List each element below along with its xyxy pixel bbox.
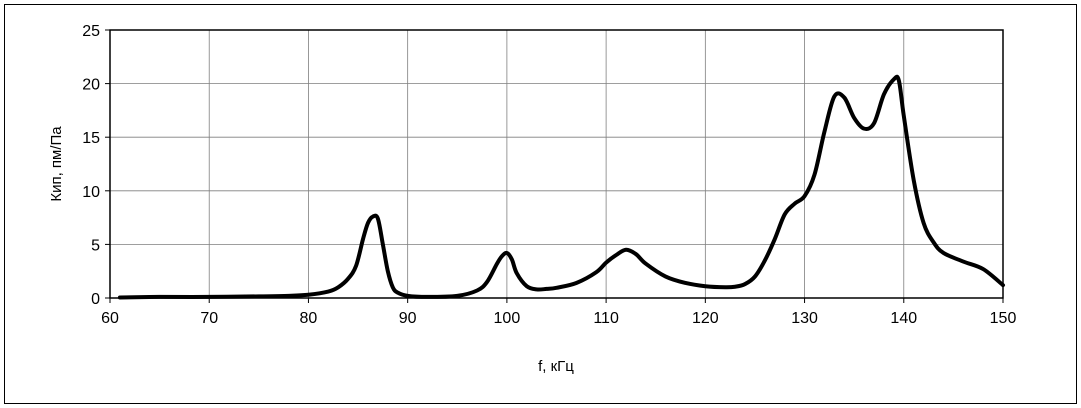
y-tick-label: 15: [82, 130, 100, 147]
x-axis-label: f, кГц: [538, 358, 574, 375]
x-tick-label: 100: [494, 310, 521, 327]
y-tick-label: 0: [91, 291, 100, 308]
x-tick-label: 60: [101, 310, 119, 327]
x-tick-label: 90: [399, 310, 417, 327]
x-tick-label: 130: [791, 310, 818, 327]
y-tick-label: 10: [82, 184, 100, 201]
series-layer: [117, 74, 1005, 300]
x-tick-label: 140: [890, 310, 917, 327]
series-line: [117, 74, 1005, 300]
x-tick-label: 70: [200, 310, 218, 327]
tick-layer: 60 70 80 90 100 110 120 130 140 150 0 5 10 15 20 25: [82, 23, 1016, 327]
plot-area: [110, 30, 1003, 298]
y-tick-label: 20: [82, 77, 100, 94]
y-tick-label: 25: [82, 23, 100, 40]
x-tick-label: 80: [300, 310, 318, 327]
gridlines: [110, 30, 1003, 298]
x-tick-label: 110: [593, 310, 619, 327]
x-tick-label: 120: [692, 310, 719, 327]
y-axis-label: Кип, пм/Па: [48, 126, 65, 202]
x-tick-label: 150: [990, 310, 1017, 327]
y-tick-label: 5: [91, 237, 100, 254]
plot-border: [109, 29, 1004, 299]
